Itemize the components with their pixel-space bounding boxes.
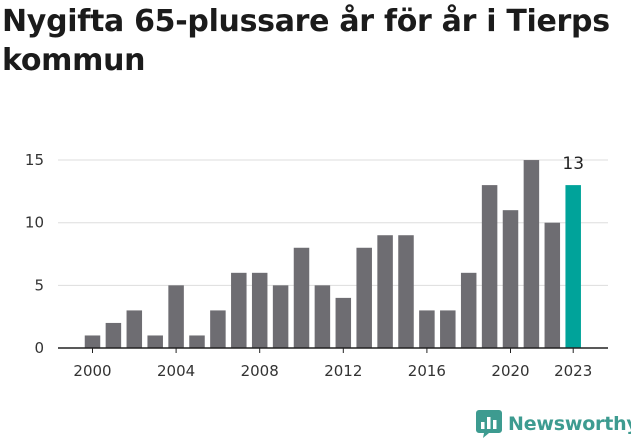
x-tick-label: 2016 [408, 362, 446, 380]
y-tick-label: 15 [25, 151, 44, 169]
bar [377, 235, 393, 348]
bar [460, 272, 477, 348]
bar [105, 322, 122, 348]
bar [335, 297, 352, 348]
bar [126, 310, 143, 348]
x-tick-label: 2023 [554, 362, 592, 380]
bar [231, 272, 247, 348]
axes [58, 347, 608, 353]
x-tick-label: 2000 [73, 362, 111, 380]
bar [314, 285, 331, 348]
x-tick-label: 2008 [241, 362, 279, 380]
bar [251, 272, 268, 348]
x-tick-label: 2004 [157, 362, 195, 380]
bar [272, 285, 289, 348]
bar [398, 235, 414, 348]
data-label: 13 [562, 154, 584, 174]
bar [210, 310, 226, 348]
bar [356, 247, 372, 348]
bar [419, 310, 435, 348]
newsworthy-logo: Newsworthy [476, 408, 631, 440]
labels: 0 5 10 15 2000 2004 2008 2012 2016 2020 2023 13 [25, 151, 592, 380]
bar [565, 185, 581, 348]
bar [502, 210, 519, 348]
y-tick-label: 5 [34, 276, 44, 294]
x-tick-label: 2012 [324, 362, 362, 380]
bar [544, 222, 561, 348]
bar [147, 335, 163, 348]
brand-name: Newsworthy [508, 413, 631, 435]
bar [168, 285, 184, 348]
bar [481, 185, 498, 348]
bar [440, 310, 456, 348]
y-tick-label: 0 [34, 339, 44, 357]
y-tick-label: 10 [25, 214, 44, 232]
bar [189, 335, 205, 348]
chart-title: Nygifta 65-plussare år för år i Tierps k… [2, 4, 610, 78]
bar [523, 160, 540, 348]
bar [84, 335, 101, 348]
x-tick-label: 2020 [491, 362, 529, 380]
bar-chart-speech-icon [476, 410, 502, 438]
bars [84, 160, 581, 348]
bar [293, 247, 310, 348]
